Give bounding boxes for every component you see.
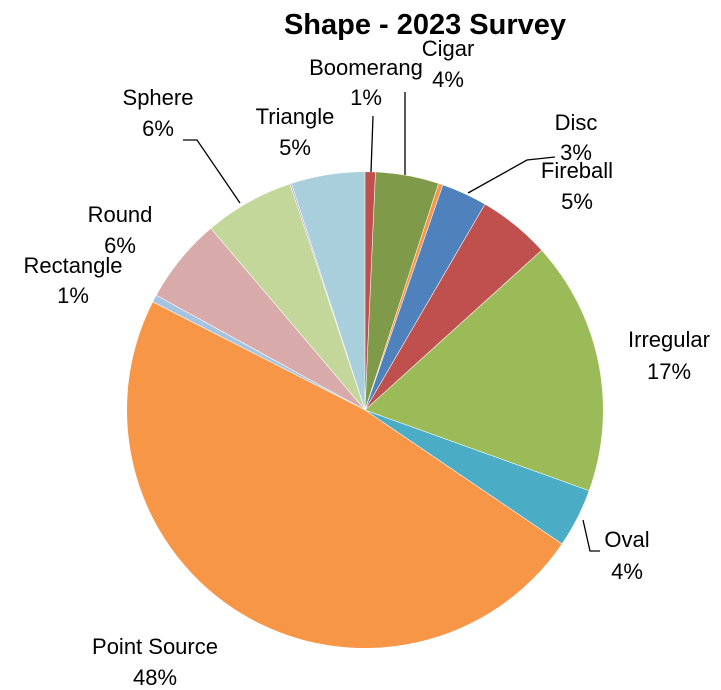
slice-sphere: [211, 184, 365, 410]
slice-label-name-irregular: Irregular: [628, 327, 710, 352]
slice-label-name-rectangle: Rectangle: [23, 253, 122, 278]
slice-separator: [210, 228, 366, 411]
leader-line-disc: [467, 156, 556, 194]
slice-separator: [364, 183, 439, 411]
slice-cigar: [365, 172, 439, 410]
slice-label-name-point-source: Point Source: [92, 634, 218, 659]
slice-rectangle: [152, 295, 365, 410]
leader-lines: [183, 92, 600, 552]
slice-label-percent-triangle: 5%: [279, 135, 311, 160]
slice-separator: [364, 172, 376, 411]
slice-label-name-boomerang: Boomerang: [309, 55, 423, 80]
slice-label-percent-disc: 3%: [560, 140, 592, 165]
slice-triangle: [291, 172, 365, 410]
slice-label-percent-fireball: 5%: [561, 189, 593, 214]
slice-separator: [364, 250, 542, 411]
slice-label-name-sphere: Sphere: [123, 85, 194, 110]
leader-line-boomerang: [370, 115, 374, 173]
slice-round: [156, 228, 365, 410]
slice-separator: [364, 409, 563, 545]
slice-label-name-cigar: Cigar: [422, 36, 475, 61]
chart-title: Shape - 2023 Survey: [284, 9, 566, 41]
slice-label-percent-oval: 4%: [611, 559, 643, 584]
slice-label-percent-boomerang: 1%: [350, 85, 382, 110]
slice-label-name-round: Round: [88, 202, 153, 227]
pie-slices: [126, 172, 603, 649]
slice-label-percent-sphere: 6%: [142, 116, 174, 141]
slice-oval: [365, 410, 589, 544]
slice-separator: [152, 301, 366, 411]
slice-label-percent-irregular: 17%: [647, 359, 691, 384]
slice-disc: [365, 185, 485, 410]
slice-separator: [364, 204, 486, 411]
slice-separator: [364, 409, 590, 491]
leader-line-sphere: [183, 139, 241, 204]
slice-label-name-oval: Oval: [604, 527, 649, 552]
slice-separator: [364, 184, 444, 411]
slice-irregular: [365, 250, 603, 491]
slice-label-name-disc: Disc: [555, 110, 598, 135]
leader-line-oval: [582, 519, 600, 552]
slice-label-percent-point-source: 48%: [133, 665, 177, 690]
slice-label-name-fireball: Fireball: [541, 158, 613, 183]
slice-label-percent-round: 6%: [104, 233, 136, 258]
slice-labels: Boomerang 1% Cigar 4% Disc 3%Fireball 5% Irregu…: [23, 36, 710, 690]
slice-point-source: [126, 301, 562, 649]
slice-label-percent-rectangle: 1%: [57, 283, 89, 308]
slice-label-name-triangle: Triangle: [256, 104, 335, 129]
slice-fireball: [365, 204, 542, 410]
slice-label-percent-cigar: 4%: [432, 67, 464, 92]
slice-separator: [291, 183, 366, 411]
slice-separator: [156, 295, 366, 411]
